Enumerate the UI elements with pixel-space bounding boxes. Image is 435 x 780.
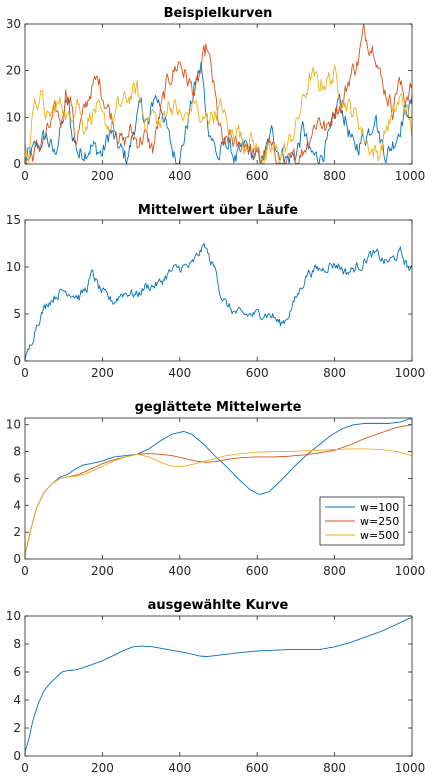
axes-area — [25, 616, 412, 756]
plot-title: Beispielkurven — [164, 6, 273, 21]
series-line — [25, 616, 412, 752]
x-tick-label: 600 — [246, 169, 269, 183]
axes-box — [24, 417, 413, 560]
subplot-2: Mittelwert über Läufe 0 200 400 600 800 1000 0… — [6, 203, 426, 380]
y-tick-label: 2 — [13, 525, 21, 539]
x-tick-label: 0 — [21, 564, 29, 578]
axes-box — [24, 23, 413, 165]
legend-label: w=500 — [360, 529, 399, 542]
series-line — [25, 61, 412, 164]
y-tick-label: 5 — [13, 307, 21, 321]
x-tick-label: 0 — [21, 169, 29, 183]
y-tick-label: 0 — [13, 157, 21, 171]
x-tick-label: 200 — [91, 169, 114, 183]
x-tick-label: 1000 — [395, 169, 426, 183]
subplot-4: ausgewählte Kurve 0 200 400 600 800 1000 0 2 4 6 8… — [6, 598, 426, 775]
x-tick-label: 600 — [246, 564, 269, 578]
series-group — [25, 242, 412, 361]
x-tick-label: 400 — [168, 761, 191, 775]
axes-area — [25, 24, 412, 164]
x-tick-label: 200 — [91, 761, 114, 775]
y-tick-label: 30 — [6, 17, 21, 31]
subplot-1: Beispielkurven 0 200 400 600 800 1000 0 10 20 30 — [6, 6, 426, 183]
x-tick-label: 0 — [21, 761, 29, 775]
series-line — [25, 24, 412, 164]
x-tick-label: 800 — [323, 564, 346, 578]
x-tick-label: 600 — [246, 366, 269, 380]
x-tick-label: 1000 — [395, 366, 426, 380]
series-line — [25, 418, 412, 556]
x-tick-label: 800 — [323, 169, 346, 183]
series-group — [25, 616, 412, 752]
y-tick-label: 0 — [13, 749, 21, 763]
y-tick-label: 4 — [13, 498, 21, 512]
y-tick-label: 0 — [13, 354, 21, 368]
y-tick-label: 8 — [13, 637, 21, 651]
series-group — [25, 418, 412, 556]
x-tick-label: 800 — [323, 366, 346, 380]
y-tick-label: 10 — [6, 260, 21, 274]
plot-title: ausgewählte Kurve — [148, 598, 289, 613]
axes-area — [25, 220, 412, 361]
axes-box — [24, 219, 413, 362]
axes-box — [24, 615, 413, 757]
subplot-3: geglättete Mittelwerte 0 200 400 600 800 1000… — [6, 400, 426, 578]
series-line — [25, 242, 412, 361]
x-tick-label: 0 — [21, 366, 29, 380]
legend-label: w=100 — [360, 501, 399, 514]
x-tick-label: 1000 — [395, 564, 426, 578]
y-tick-label: 2 — [13, 721, 21, 735]
series-group — [25, 24, 412, 164]
legend-label: w=250 — [360, 515, 399, 528]
y-tick-label: 0 — [13, 552, 21, 566]
series-line — [25, 65, 412, 164]
x-tick-label: 1000 — [395, 761, 426, 775]
y-tick-label: 10 — [6, 609, 21, 623]
y-tick-label: 10 — [6, 110, 21, 124]
x-tick-label: 400 — [168, 169, 191, 183]
y-tick-label: 8 — [13, 445, 21, 459]
y-tick-label: 10 — [6, 418, 21, 432]
y-tick-label: 4 — [13, 693, 21, 707]
series-line — [25, 424, 412, 556]
y-tick-label: 20 — [6, 64, 21, 78]
plot-title: geglättete Mittelwerte — [135, 400, 302, 415]
y-tick-label: 6 — [13, 665, 21, 679]
plot-title: Mittelwert über Läufe — [138, 203, 298, 218]
x-tick-label: 200 — [91, 564, 114, 578]
x-tick-label: 400 — [168, 564, 191, 578]
x-tick-label: 200 — [91, 366, 114, 380]
x-tick-label: 400 — [168, 366, 191, 380]
x-tick-label: 800 — [323, 761, 346, 775]
y-tick-label: 15 — [6, 213, 21, 227]
x-tick-label: 600 — [246, 761, 269, 775]
series-line — [25, 448, 412, 556]
y-tick-label: 6 — [13, 471, 21, 485]
